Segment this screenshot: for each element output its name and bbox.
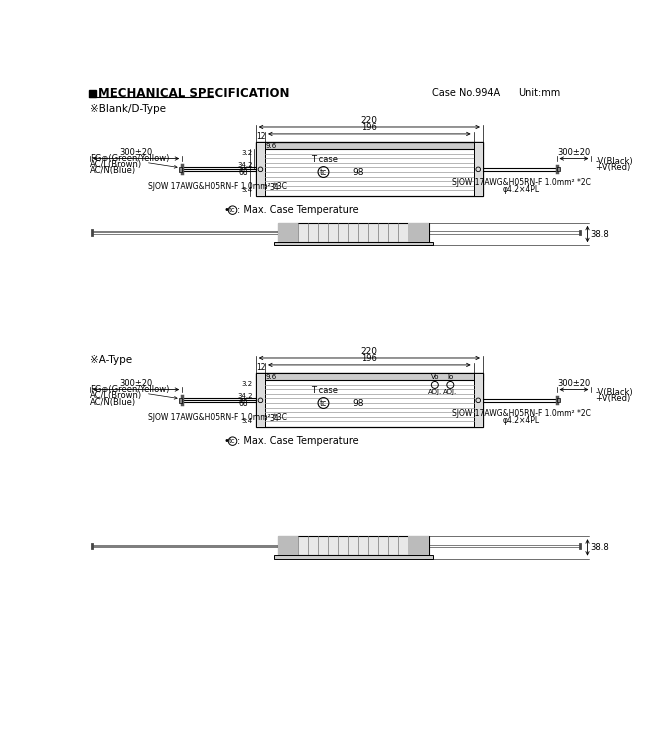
- Text: 300±20: 300±20: [557, 148, 590, 157]
- Text: 196: 196: [361, 124, 377, 132]
- Bar: [256, 374, 483, 380]
- Text: -V(Black): -V(Black): [595, 388, 633, 397]
- Bar: [277, 223, 287, 242]
- Text: SJOW 17AWG&H05RN-F 1.0mm² *3C: SJOW 17AWG&H05RN-F 1.0mm² *3C: [147, 182, 287, 191]
- Bar: [419, 223, 429, 242]
- Text: FG⊕(Green/Yellow): FG⊕(Green/Yellow): [90, 154, 170, 163]
- Bar: [474, 374, 483, 428]
- Bar: [409, 223, 419, 242]
- Text: +V(Red): +V(Red): [595, 164, 630, 173]
- Text: SJOW 17AWG&H05RN-F 1.0mm² *2C: SJOW 17AWG&H05RN-F 1.0mm² *2C: [452, 409, 591, 418]
- Bar: [287, 223, 297, 242]
- Bar: [419, 537, 429, 556]
- Text: •: •: [223, 205, 229, 215]
- Text: 9.6: 9.6: [266, 374, 277, 380]
- Text: 12: 12: [257, 132, 266, 141]
- Bar: [287, 537, 297, 556]
- Bar: [256, 143, 483, 197]
- Text: 34.2: 34.2: [237, 393, 253, 399]
- Text: 300±20: 300±20: [119, 148, 153, 157]
- Text: φ4.2×4PL: φ4.2×4PL: [503, 416, 540, 425]
- Text: SJOW 17AWG&H05RN-F 1.0mm² *2C: SJOW 17AWG&H05RN-F 1.0mm² *2C: [452, 178, 591, 187]
- Bar: [409, 537, 419, 556]
- Text: MECHANICAL SPECIFICATION: MECHANICAL SPECIFICATION: [98, 87, 290, 100]
- Text: T case: T case: [312, 385, 338, 395]
- Text: 3.2: 3.2: [242, 150, 253, 156]
- Text: 98: 98: [352, 398, 364, 408]
- Bar: [273, 556, 433, 558]
- Text: ※A-Type: ※A-Type: [90, 355, 132, 365]
- Bar: [277, 223, 429, 242]
- Text: FG⊕(Green/Yellow): FG⊕(Green/Yellow): [90, 385, 170, 394]
- Bar: [256, 374, 483, 428]
- Bar: [277, 537, 287, 556]
- Text: Case No.994A: Case No.994A: [433, 88, 500, 99]
- Text: 3.4: 3.4: [242, 187, 253, 193]
- Bar: [277, 537, 429, 556]
- Text: 34: 34: [269, 414, 279, 423]
- Text: tc: tc: [229, 207, 236, 213]
- Bar: [557, 398, 559, 402]
- Text: AC/N(Blue): AC/N(Blue): [90, 167, 136, 175]
- Bar: [89, 90, 96, 97]
- Text: 98: 98: [352, 167, 364, 176]
- Bar: [557, 167, 559, 171]
- Text: ADJ.: ADJ.: [427, 389, 442, 395]
- Text: Vo: Vo: [431, 374, 439, 380]
- Text: Unit:mm: Unit:mm: [518, 88, 560, 99]
- Bar: [179, 398, 182, 403]
- Text: 38.8: 38.8: [590, 543, 608, 552]
- Bar: [256, 143, 265, 197]
- Bar: [256, 374, 265, 428]
- Text: -V(Black): -V(Black): [595, 157, 633, 166]
- Text: 68: 68: [239, 399, 248, 409]
- Text: 300±20: 300±20: [557, 379, 590, 388]
- Text: 12: 12: [257, 363, 266, 372]
- Text: 3.4: 3.4: [242, 418, 253, 424]
- Text: ※Blank/D-Type: ※Blank/D-Type: [90, 104, 166, 114]
- Text: 34.2: 34.2: [237, 162, 253, 168]
- Bar: [256, 143, 483, 149]
- Text: φ4.2×4PL: φ4.2×4PL: [503, 185, 540, 194]
- Text: AC/N(Blue): AC/N(Blue): [90, 398, 136, 406]
- Text: : Max. Case Temperature: : Max. Case Temperature: [237, 205, 359, 215]
- Text: 34: 34: [269, 183, 279, 192]
- Bar: [474, 143, 483, 197]
- Text: Io: Io: [447, 374, 454, 380]
- Text: ADJ.: ADJ.: [443, 389, 458, 395]
- Text: AC/L(Brown): AC/L(Brown): [90, 391, 142, 401]
- Text: 196: 196: [361, 355, 377, 363]
- Text: T case: T case: [312, 154, 338, 164]
- Text: •: •: [223, 436, 229, 446]
- Text: 220: 220: [361, 116, 378, 126]
- Text: 3.2: 3.2: [242, 381, 253, 387]
- Text: : Max. Case Temperature: : Max. Case Temperature: [237, 436, 359, 446]
- Text: 9.6: 9.6: [266, 143, 277, 149]
- Text: 300±20: 300±20: [119, 379, 153, 388]
- Text: SJOW 17AWG&H05RN-F 1.0mm² *3C: SJOW 17AWG&H05RN-F 1.0mm² *3C: [147, 413, 287, 422]
- Bar: [273, 242, 433, 245]
- Text: 38.8: 38.8: [590, 230, 608, 238]
- Text: +V(Red): +V(Red): [595, 395, 630, 404]
- Text: AC/L(Brown): AC/L(Brown): [90, 160, 142, 170]
- Text: tc: tc: [320, 167, 327, 176]
- Text: tc: tc: [229, 438, 236, 444]
- Text: 220: 220: [361, 347, 378, 357]
- Text: tc: tc: [320, 398, 327, 408]
- Text: 68: 68: [239, 168, 248, 178]
- Bar: [179, 167, 182, 172]
